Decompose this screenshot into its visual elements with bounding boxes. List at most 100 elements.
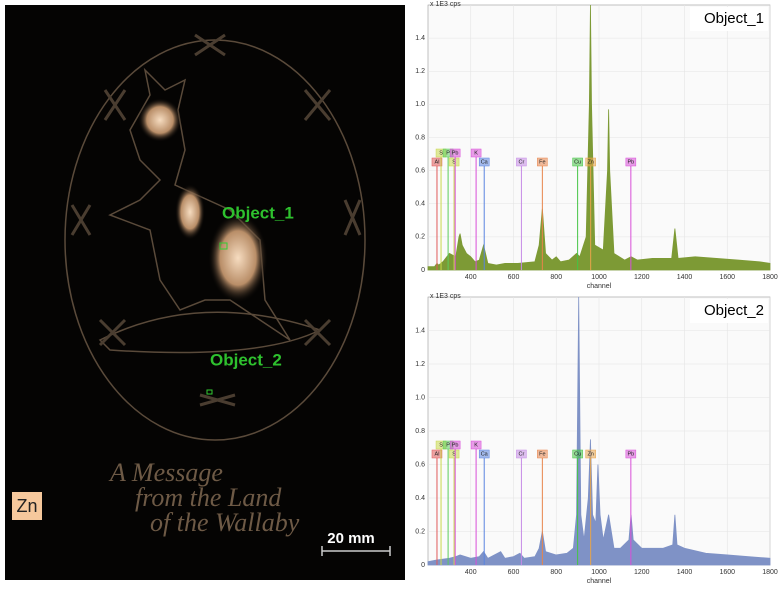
x-tick-label: 1800 — [762, 569, 778, 576]
y-tick-label: 1.2 — [415, 68, 425, 75]
element-tag — [478, 449, 490, 459]
element-label: K — [474, 150, 478, 156]
element-label: Cu — [574, 159, 581, 165]
inscription-line: A Message — [108, 458, 223, 487]
element-tag — [449, 148, 461, 158]
x-tick-label: 1000 — [591, 274, 607, 281]
y-tick-label: 0 — [421, 562, 425, 569]
element-label: S — [439, 150, 443, 156]
y-tick-label: 1.0 — [415, 394, 425, 401]
y-tick-label: 0.2 — [415, 528, 425, 535]
y-tick-label: 1.4 — [415, 35, 425, 42]
x-tick-label: 600 — [508, 274, 520, 281]
x-tick-label: 1400 — [677, 274, 693, 281]
element-label: Fe — [539, 451, 545, 457]
x-tick-label: 800 — [550, 274, 562, 281]
inscription-line: of the Wallaby — [150, 508, 300, 537]
element-tag — [625, 157, 637, 167]
bright-region — [138, 98, 182, 142]
element-tag — [478, 157, 490, 167]
spectrum-area — [427, 296, 771, 566]
element-tag — [625, 449, 637, 459]
chart-title: Object_1 — [704, 10, 764, 27]
roi-marker — [219, 242, 228, 250]
element-label: S — [452, 451, 456, 457]
scale-bar — [321, 546, 391, 556]
y-tick-label: 0.8 — [415, 428, 425, 435]
y-tick-label: 1.0 — [415, 101, 425, 108]
spectrum-area — [427, 4, 771, 271]
element-label: Zn — [587, 451, 593, 457]
x-tick-label: 1600 — [719, 274, 735, 281]
element-tag — [448, 157, 460, 167]
element-tag — [516, 157, 527, 167]
ornaments — [70, 33, 362, 407]
element-label: S — [452, 159, 456, 165]
y-tick-label: 0.4 — [415, 495, 425, 502]
scale-bar-label: 20 mm — [327, 530, 375, 547]
element-label: K — [474, 442, 478, 448]
x-axis-label: channel — [587, 283, 612, 290]
x-axis-label: channel — [587, 578, 612, 585]
element-label: S — [439, 442, 443, 448]
inscription-line: from the Land — [135, 483, 282, 512]
element-tag — [449, 440, 461, 450]
x-tick-label: 800 — [550, 569, 562, 576]
x-tick-label: 1000 — [591, 569, 607, 576]
x-tick-label: 1600 — [719, 569, 735, 576]
element-tag — [572, 157, 583, 167]
element-tag — [431, 157, 443, 167]
y-axis-label: x 1E3 cps — [430, 1, 461, 8]
element-label: Pb — [452, 150, 459, 156]
map-background — [5, 5, 405, 580]
xrf-map: Object_1 Object_2 A Message from the Lan… — [5, 5, 405, 580]
y-tick-label: 0.6 — [415, 167, 425, 174]
element-label: Pb — [452, 442, 459, 448]
element-label: Pb — [627, 159, 634, 165]
title-box — [690, 7, 768, 31]
roi-marker — [206, 389, 213, 395]
x-tick-label: 1200 — [634, 274, 650, 281]
y-axis-label: x 1E3 cps — [430, 293, 461, 300]
x-tick-label: 1200 — [634, 569, 650, 576]
object-label: Object_1 — [222, 203, 294, 222]
y-tick-label: 0 — [421, 267, 425, 274]
element-label: Zn — [16, 496, 37, 516]
chart-title: Object_2 — [704, 302, 764, 319]
element-label: Cr — [519, 159, 525, 165]
element-badge — [12, 492, 42, 520]
element-label: Al — [435, 451, 440, 457]
element-tag — [585, 157, 596, 167]
element-tag — [516, 449, 527, 459]
x-tick-label: 600 — [508, 569, 520, 576]
element-tag — [537, 157, 548, 167]
element-tag — [448, 449, 460, 459]
element-tag — [585, 449, 596, 459]
x-tick-label: 1400 — [677, 569, 693, 576]
y-tick-label: 0.4 — [415, 201, 425, 208]
element-tag — [572, 449, 583, 459]
spectrum-chart: 0 0.2 0.4 0.6 0.8 1.0 1.2 1.4 400 600 800 1000 1200 1… — [415, 293, 778, 585]
object-label: Object_2 — [210, 350, 282, 369]
element-label: Cr — [519, 451, 525, 457]
element-label: P — [446, 442, 450, 448]
element-label: Fe — [539, 159, 545, 165]
y-tick-label: 0.6 — [415, 461, 425, 468]
element-label: Ca — [481, 451, 489, 457]
element-tag — [470, 148, 482, 158]
y-tick-label: 1.4 — [415, 327, 425, 334]
x-tick-label: 400 — [465, 274, 477, 281]
x-tick-label: 1800 — [762, 274, 778, 281]
bright-region — [208, 213, 268, 303]
element-label: Ca — [481, 159, 489, 165]
element-label: Cu — [574, 451, 581, 457]
element-label: P — [446, 150, 450, 156]
element-label: Pb — [627, 451, 634, 457]
inscription: A Message from the Land of the Wallaby — [108, 458, 300, 537]
element-tag — [431, 449, 443, 459]
y-tick-label: 0.8 — [415, 134, 425, 141]
element-tag — [537, 449, 548, 459]
x-tick-label: 400 — [465, 569, 477, 576]
